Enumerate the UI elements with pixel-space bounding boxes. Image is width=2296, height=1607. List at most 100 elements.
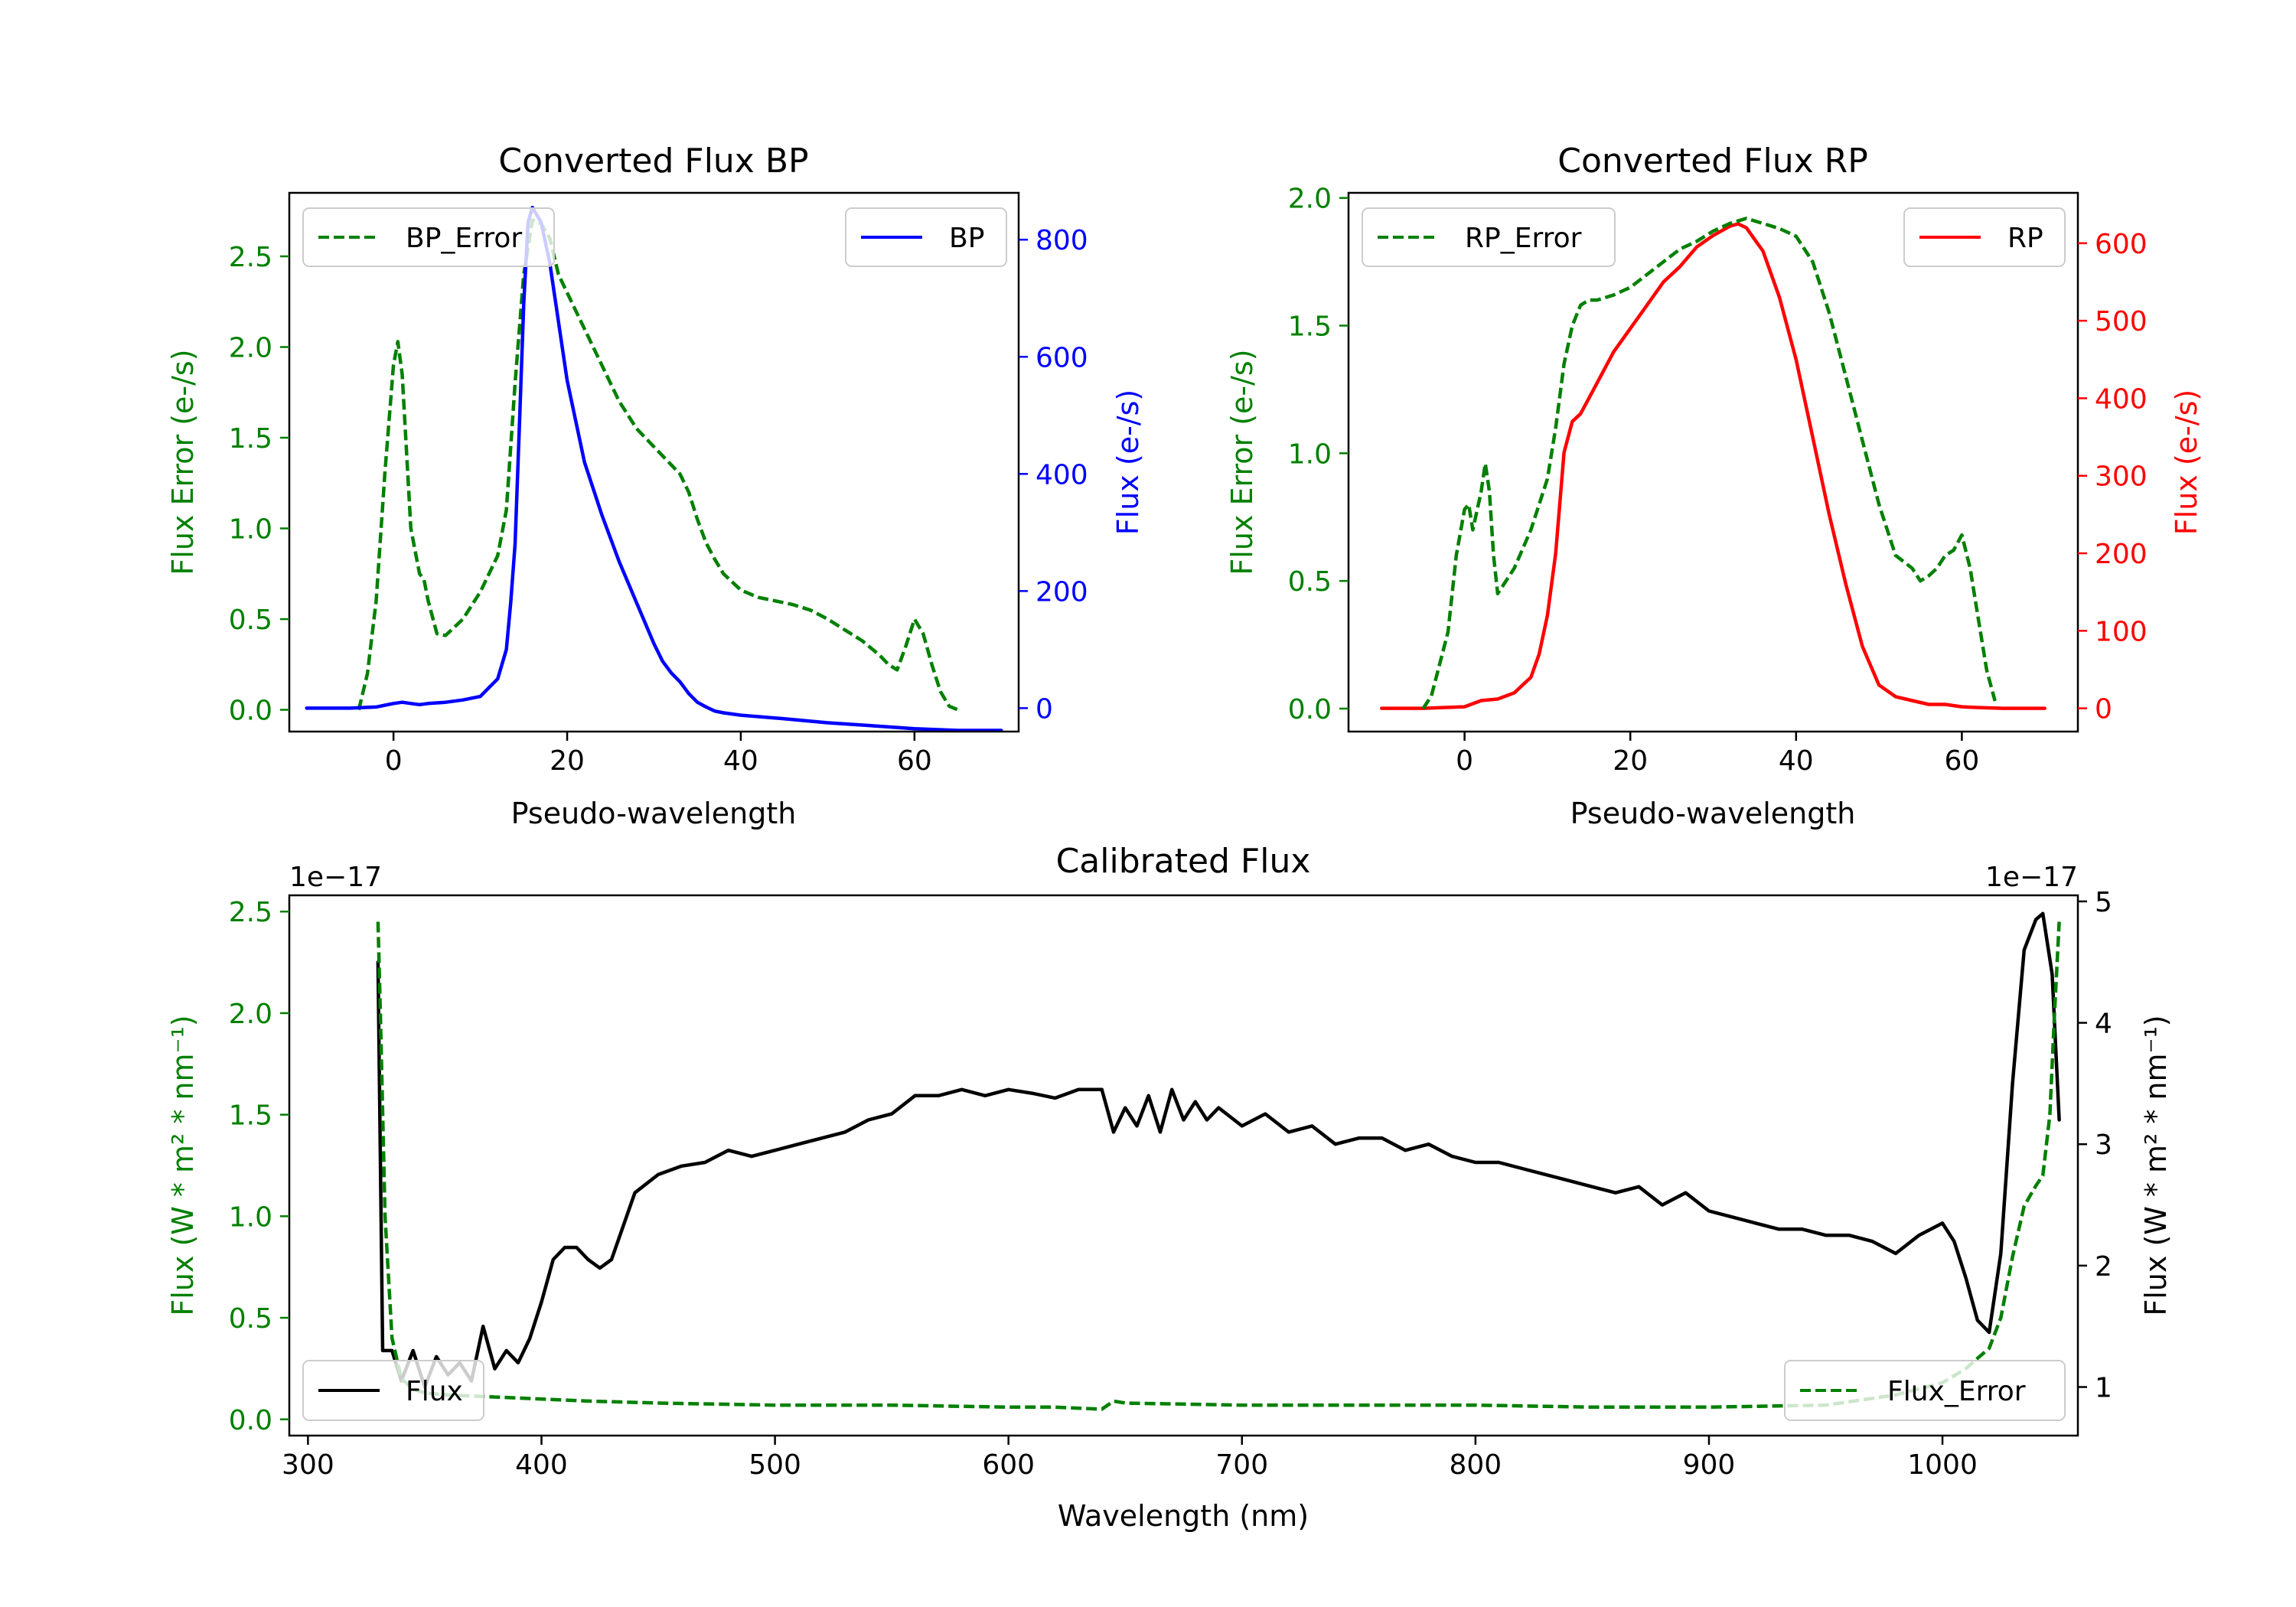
cal-right-tick-label: 3 <box>2095 1129 2112 1161</box>
rp-legend-error: RP_Error <box>1362 207 1616 267</box>
rp-x-tick-label: 20 <box>1613 745 1648 777</box>
cal-left-tick-label: 0.0 <box>229 1405 272 1436</box>
bp-left-tick-label: 2.0 <box>229 332 272 363</box>
cal-series-flux-error-line-1 <box>376 921 2061 1411</box>
bp-x-label: Pseudo-wavelength <box>511 797 797 830</box>
bp-legend-error-label: BP_Error <box>406 223 522 254</box>
bp-right-tick-label: 400 <box>1035 459 1088 491</box>
bp-right-tick-label: 0 <box>1035 693 1053 725</box>
cal-right-tick-label: 1 <box>2095 1373 2112 1404</box>
bp-x-tick-label: 20 <box>550 745 585 777</box>
rp-left-ticks: 0.0 0.5 1.0 1.5 2.0 <box>1288 184 1349 725</box>
bp-left-tick-label: 0.5 <box>229 605 272 636</box>
bp-legend-flux: BP <box>845 207 1007 267</box>
cal-left-tick-label: 0.5 <box>229 1303 272 1335</box>
cal-x-tick-label: 500 <box>748 1449 801 1481</box>
bp-x-ticks: 0 20 40 60 <box>385 732 932 777</box>
calibrated-legend-error: Flux_Error <box>1784 1360 2066 1421</box>
calibrated-legend-flux-label: Flux <box>406 1376 463 1407</box>
bp-right-ticks: 0 200 400 600 800 <box>1019 225 1088 725</box>
bp-left-ticks: 0.0 0.5 1.0 1.5 2.0 2.5 <box>229 242 289 727</box>
calibrated-series-layer <box>376 911 2061 1411</box>
rp-axes-frame <box>1347 191 2079 733</box>
rp-right-tick-label: 600 <box>2095 229 2148 260</box>
rp-x-tick-label: 40 <box>1779 745 1814 777</box>
bp-left-tick-label: 1.0 <box>229 514 272 546</box>
bp-x-tick-label: 0 <box>385 745 403 777</box>
cal-left-tick-label: 1.5 <box>229 1100 272 1132</box>
bp-chart: Converted Flux BP 0 20 40 60 0.0 0.5 1.0 1.5 2.… <box>166 142 1145 830</box>
rp-series-layer <box>1380 217 2047 710</box>
cal-left-tick-label: 1.0 <box>229 1201 272 1233</box>
calibrated-x-ticks: 300 400 500 600 700 800 900 1000 <box>282 1436 1978 1481</box>
cal-left-tick-label: 2.0 <box>229 999 272 1030</box>
rp-right-tick-label: 0 <box>2095 694 2112 725</box>
bp-left-tick-label: 0.0 <box>229 696 272 727</box>
calibrated-left-ticks: 0.0 0.5 1.0 1.5 2.0 2.5 <box>229 897 289 1436</box>
rp-legend-flux-label: RP <box>2007 223 2043 254</box>
cal-right-tick-label: 2 <box>2095 1251 2112 1283</box>
rp-right-tick-label: 500 <box>2095 306 2148 337</box>
rp-right-tick-label: 100 <box>2095 616 2148 647</box>
bp-legend-flux-label: BP <box>949 223 984 254</box>
calibrated-left-offset-text: 1e−17 <box>289 862 382 893</box>
cal-x-tick-label: 1000 <box>1907 1449 1978 1481</box>
calibrated-right-ticks: 1 2 3 4 5 <box>2078 887 2112 1404</box>
calibrated-title: Calibrated Flux <box>1056 842 1311 881</box>
rp-series-rp-error-line-0 <box>1380 222 2047 710</box>
bp-right-tick-label: 600 <box>1035 342 1088 373</box>
bp-series-layer <box>305 205 1003 732</box>
calibrated-axes-frame <box>288 894 2079 1437</box>
rp-right-ticks: 0 100 200 300 400 500 600 <box>2078 229 2148 725</box>
cal-right-tick-label: 5 <box>2095 887 2112 918</box>
cal-x-tick-label: 900 <box>1683 1449 1736 1481</box>
bp-left-tick-label: 1.5 <box>229 423 272 455</box>
rp-left-tick-label: 1.0 <box>1288 438 1332 470</box>
rp-series-rp-error-line-1 <box>1421 217 1997 710</box>
rp-right-tick-label: 400 <box>2095 383 2148 415</box>
rp-left-tick-label: 0.0 <box>1288 694 1332 725</box>
bp-right-tick-label: 800 <box>1035 225 1088 256</box>
bp-series-bp-line-1 <box>305 205 1003 732</box>
rp-title: Converted Flux RP <box>1557 142 1868 181</box>
cal-x-tick-label: 800 <box>1450 1449 1502 1481</box>
calibrated-legend-flux: Flux <box>302 1360 484 1421</box>
rp-right-tick-label: 300 <box>2095 461 2148 493</box>
cal-series-flux-line-0 <box>376 911 2061 1389</box>
rp-legend-flux: RP <box>1903 207 2066 267</box>
calibrated-left-y-label: Flux (W * m² * nm⁻¹) <box>166 1015 200 1315</box>
cal-x-tick-label: 600 <box>982 1449 1035 1481</box>
bp-title: Converted Flux BP <box>498 142 808 181</box>
bp-axes-frame <box>288 191 1020 733</box>
rp-x-tick-label: 60 <box>1944 745 1979 777</box>
calibrated-chart: Calibrated Flux 300 400 500 600 700 800 900 100… <box>166 842 2173 1533</box>
cal-right-tick-label: 4 <box>2095 1009 2112 1040</box>
cal-left-tick-label: 2.5 <box>229 897 272 928</box>
bp-x-tick-label: 60 <box>897 745 932 777</box>
calibrated-x-label: Wavelength (nm) <box>1058 1499 1309 1533</box>
rp-left-tick-label: 0.5 <box>1288 566 1332 598</box>
cal-x-tick-label: 700 <box>1215 1449 1268 1481</box>
rp-left-tick-label: 1.5 <box>1288 311 1332 342</box>
bp-left-y-label: Flux Error (e-/s) <box>166 349 200 575</box>
bp-right-y-label: Flux (e-/s) <box>1111 390 1145 535</box>
bp-left-tick-label: 2.5 <box>229 242 272 273</box>
calibrated-legend-error-label: Flux_Error <box>1887 1376 2026 1407</box>
bp-right-tick-label: 200 <box>1035 576 1088 608</box>
calibrated-right-y-label: Flux (W * m² * nm⁻¹) <box>2139 1015 2173 1315</box>
calibrated-right-offset-text: 1e−17 <box>1985 862 2078 893</box>
bp-series-bp-error-line-0 <box>357 218 959 712</box>
cal-x-tick-label: 400 <box>515 1449 568 1481</box>
rp-x-tick-label: 0 <box>1456 745 1473 777</box>
rp-right-tick-label: 200 <box>2095 539 2148 570</box>
rp-x-ticks: 0 20 40 60 <box>1456 732 1979 777</box>
rp-chart: Converted Flux RP 0 20 40 60 0.0 0.5 1.0 1.5 2.… <box>1225 142 2203 830</box>
rp-x-label: Pseudo-wavelength <box>1570 797 1856 830</box>
bp-x-tick-label: 40 <box>723 745 758 777</box>
rp-legend-error-label: RP_Error <box>1465 223 1582 254</box>
rp-right-y-label: Flux (e-/s) <box>2170 390 2203 535</box>
rp-left-y-label: Flux Error (e-/s) <box>1225 349 1259 575</box>
cal-x-tick-label: 300 <box>282 1449 334 1481</box>
rp-left-tick-label: 2.0 <box>1288 184 1332 215</box>
